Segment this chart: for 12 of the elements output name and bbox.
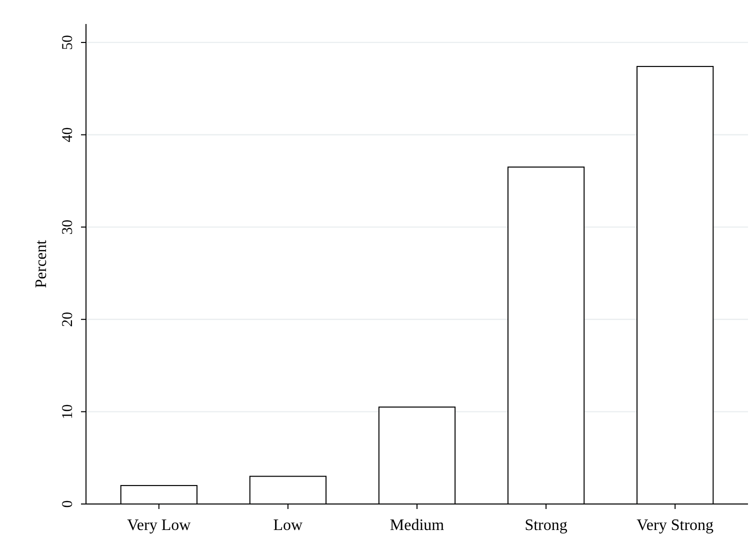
x-tick-label: Very Low [127,517,192,534]
x-tick-label: Very Strong [636,517,714,534]
x-tick-label: Medium [390,517,445,534]
y-tick-label: 10 [60,404,76,420]
y-tick-label: 20 [60,312,76,327]
x-tick-label: Strong [524,517,568,534]
y-tick-label: 30 [60,220,76,235]
y-tick-label: 50 [60,34,76,50]
y-tick-label: 40 [60,127,76,142]
y-axis-title: Percent [33,239,50,288]
x-tick-label: Low [273,517,304,534]
y-tick-label: 0 [60,500,76,508]
